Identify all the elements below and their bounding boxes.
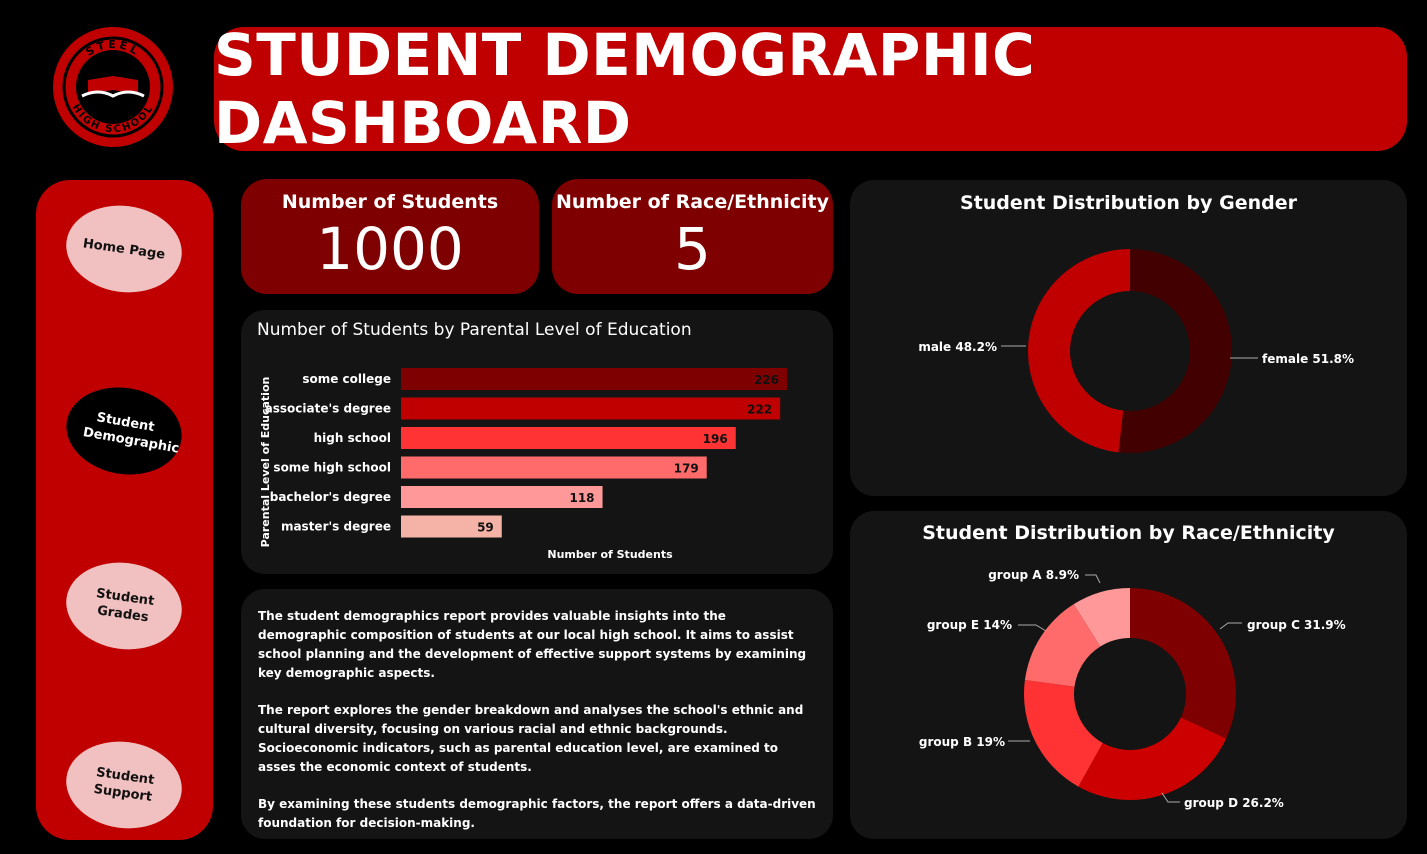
bar-value-label: 226 <box>754 373 779 387</box>
race-chart-panel: Student Distribution by Race/Ethnicity g… <box>850 511 1407 839</box>
slice-label: group C 31.9% <box>1247 618 1346 632</box>
nav-student-demographic-label: Student Demographic <box>81 410 181 457</box>
header-banner: STUDENT DEMOGRAPHIC DASHBOARD <box>214 21 1407 157</box>
donut-slice <box>1130 588 1236 739</box>
bar-category-label: bachelor's degree <box>270 490 391 504</box>
race-donut-chart: group C 31.9% group D 26.2% group B 19% gro… <box>919 568 1346 810</box>
slice-label: group D 26.2% <box>1184 796 1284 810</box>
donut-slice <box>1024 604 1101 687</box>
bar-category-label: some college <box>302 372 391 386</box>
gender-donut-chart: female 51.8% male 48.2% <box>918 249 1354 453</box>
leader-line <box>1018 624 1047 632</box>
bar-chart-title: Number of Students by Parental Level of … <box>257 320 692 340</box>
nav-home-page-label: Home Page <box>81 235 167 263</box>
leader-line <box>1219 622 1242 630</box>
slice-label: group E 14% <box>927 618 1012 632</box>
bar-chart-ylabel: Parental Level of Education <box>259 377 272 548</box>
gender-chart-title: Student Distribution by Gender <box>960 192 1297 214</box>
bar-category-label: associate's degree <box>265 402 391 416</box>
slice-label: female 51.8% <box>1262 352 1354 366</box>
bar <box>401 368 787 390</box>
page-title: STUDENT DEMOGRAPHIC DASHBOARD <box>214 21 1036 157</box>
bar-chart-panel: Number of Students by Parental Level of … <box>241 310 833 574</box>
donut-slice <box>1024 680 1103 787</box>
kpi-number-of-race-ethnicity: Number of Race/Ethnicity 5 <box>552 179 833 294</box>
bar <box>401 515 502 538</box>
bar-category-label: high school <box>314 431 391 445</box>
sidebar: Home Page Student Demographic Student Gr… <box>36 180 213 840</box>
bar-value-label: 59 <box>477 521 494 535</box>
slice-label: group A 8.9% <box>988 568 1079 582</box>
nav-student-support[interactable]: Student Support <box>60 734 188 836</box>
bar-value-label: 196 <box>703 432 728 446</box>
slice-label: group B 19% <box>919 735 1005 749</box>
kpi-race-label: Number of Race/Ethnicity <box>555 191 830 213</box>
bar-value-label: 118 <box>569 491 594 505</box>
bar <box>401 397 781 420</box>
nav-student-demographic[interactable]: Student Demographic <box>59 378 189 484</box>
description-paragraph: By examining these students demographic … <box>258 797 816 830</box>
donut-slice <box>1027 249 1130 453</box>
donut-slice <box>1073 588 1130 647</box>
leader-line <box>1161 792 1180 803</box>
donut-slice <box>1078 717 1227 800</box>
bar <box>401 427 736 449</box>
kpi-race-value: 5 <box>674 215 711 283</box>
leader-line <box>1085 574 1101 584</box>
description-paragraph: The student demographics report provides… <box>258 609 807 680</box>
school-logo: STEEL HIGH SCHOOL <box>53 27 173 147</box>
book-icon <box>81 76 145 98</box>
bar-value-label: 222 <box>747 403 772 417</box>
bar <box>401 486 603 508</box>
race-chart-title: Student Distribution by Race/Ethnicity <box>922 522 1335 544</box>
nav-home-page[interactable]: Home Page <box>60 198 188 300</box>
nav-student-support-label: Student Support <box>92 765 156 805</box>
nav-student-grades[interactable]: Student Grades <box>60 555 188 657</box>
gender-chart-panel: Student Distribution by Gender female 51… <box>850 180 1407 496</box>
bar-chart-xlabel: Number of Students <box>547 548 673 561</box>
kpi-number-of-students: Number of Students 1000 <box>241 179 539 294</box>
kpi-students-label: Number of Students <box>281 191 499 213</box>
bar <box>401 456 707 479</box>
bar-chart: Parental Level of Education Number of St… <box>259 368 787 561</box>
bar-value-label: 179 <box>674 462 699 476</box>
bar-category-label: some high school <box>273 461 391 475</box>
description-panel: The student demographics report provides… <box>241 589 833 839</box>
nav-student-grades-label: Student Grades <box>95 586 156 626</box>
description-paragraph: The report explores the gender breakdown… <box>258 703 804 774</box>
slice-label: male 48.2% <box>918 340 997 354</box>
kpi-students-value: 1000 <box>316 215 464 283</box>
donut-slice <box>1118 249 1232 453</box>
bar-category-label: master's degree <box>281 520 391 534</box>
